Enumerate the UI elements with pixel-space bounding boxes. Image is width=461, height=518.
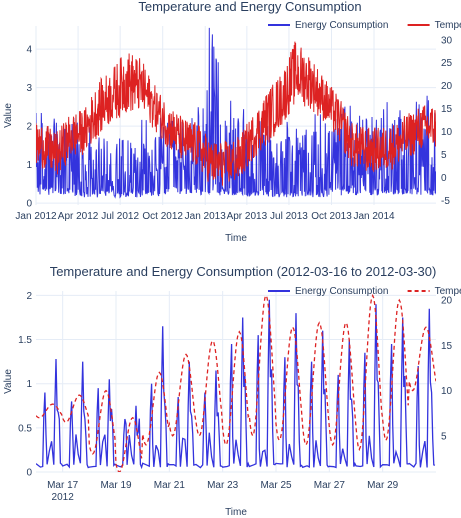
y2-tick-label: 5 xyxy=(441,431,447,442)
legend-label-1: Temperature xyxy=(435,20,461,31)
x-tick-label: Mar 23 xyxy=(207,480,239,491)
legend-label-1: Temperature xyxy=(435,286,461,297)
legend: Energy Consumption Temperature xyxy=(268,20,461,31)
y-tick-label: 1 xyxy=(26,160,32,171)
chart-overview: Jan 2012 Apr 2012 Jul 2012 Oct 2012 Jan 2013… xyxy=(3,0,461,244)
y-tick-label: 3 xyxy=(26,83,32,94)
x-tick-label: Apr 2012 xyxy=(58,211,99,222)
x-axis-title: Time xyxy=(225,507,247,518)
x-tick-label: Jul 2012 xyxy=(101,211,139,222)
x-tick-label: Apr 2013 xyxy=(227,211,268,222)
y2-tick-label: 15 xyxy=(441,341,453,352)
chart-title: Temperature and Energy Consumption (2012… xyxy=(50,264,437,279)
y-tick-label: 1.5 xyxy=(18,335,32,346)
y-tick-label: 1 xyxy=(26,379,32,390)
legend: Energy Consumption Temperature xyxy=(268,286,461,297)
x-tick-label: Jul 2013 xyxy=(270,211,308,222)
x-tick-label: Mar 21 xyxy=(154,480,186,491)
x-tick-label: Jan 2014 xyxy=(353,211,395,222)
x-tick-label: Mar 19 xyxy=(100,480,132,491)
x-tick-label: Mar 17 xyxy=(47,480,79,491)
series-layer xyxy=(36,293,436,472)
series-temperature-line xyxy=(36,41,436,186)
chart-zoom: Mar 17 Mar 19 Mar 21 Mar 23 Mar 25 Mar 27 Mar … xyxy=(3,264,461,518)
legend-label-0: Energy Consumption xyxy=(295,286,388,297)
y-axis-title: Value xyxy=(3,103,14,128)
y-tick-label: 4 xyxy=(26,45,32,56)
series-layer xyxy=(36,27,436,199)
y-tick-label: 0 xyxy=(26,199,32,210)
y-tick-label: 0 xyxy=(26,468,32,479)
y-tick-label: 0.5 xyxy=(18,423,32,434)
x-tick-label: Jan 2012 xyxy=(15,211,57,222)
y2-tick-label: 5 xyxy=(441,150,447,161)
x-tick-label: Jan 2013 xyxy=(185,211,227,222)
y-axis-title: Value xyxy=(3,369,14,394)
y2-tick-label: 10 xyxy=(441,386,453,397)
chart-title: Temperature and Energy Consumption xyxy=(138,0,361,14)
x-tick-label: Mar 29 xyxy=(367,480,399,491)
x-tick-label: Oct 2012 xyxy=(142,211,183,222)
x-tick-sublabel: 2012 xyxy=(52,492,75,503)
legend-label-0: Energy Consumption xyxy=(295,20,388,31)
y2-tick-label: -5 xyxy=(441,196,450,207)
x-axis-title: Time xyxy=(225,233,247,244)
y2-tick-label: 25 xyxy=(441,58,453,69)
y2-tick-label: 0 xyxy=(441,173,447,184)
y-tick-label: 2 xyxy=(26,122,32,133)
x-tick-label: Mar 27 xyxy=(314,480,346,491)
y-tick-label: 2 xyxy=(26,291,32,302)
x-tick-label: Mar 25 xyxy=(260,480,292,491)
y2-tick-label: 30 xyxy=(441,35,453,46)
y2-tick-label: 20 xyxy=(441,81,453,92)
y2-tick-label: 15 xyxy=(441,104,453,115)
x-tick-label: Oct 2013 xyxy=(311,211,352,222)
y2-tick-label: 20 xyxy=(441,296,453,307)
series-energy-line xyxy=(36,299,436,470)
y2-tick-label: 10 xyxy=(441,127,453,138)
